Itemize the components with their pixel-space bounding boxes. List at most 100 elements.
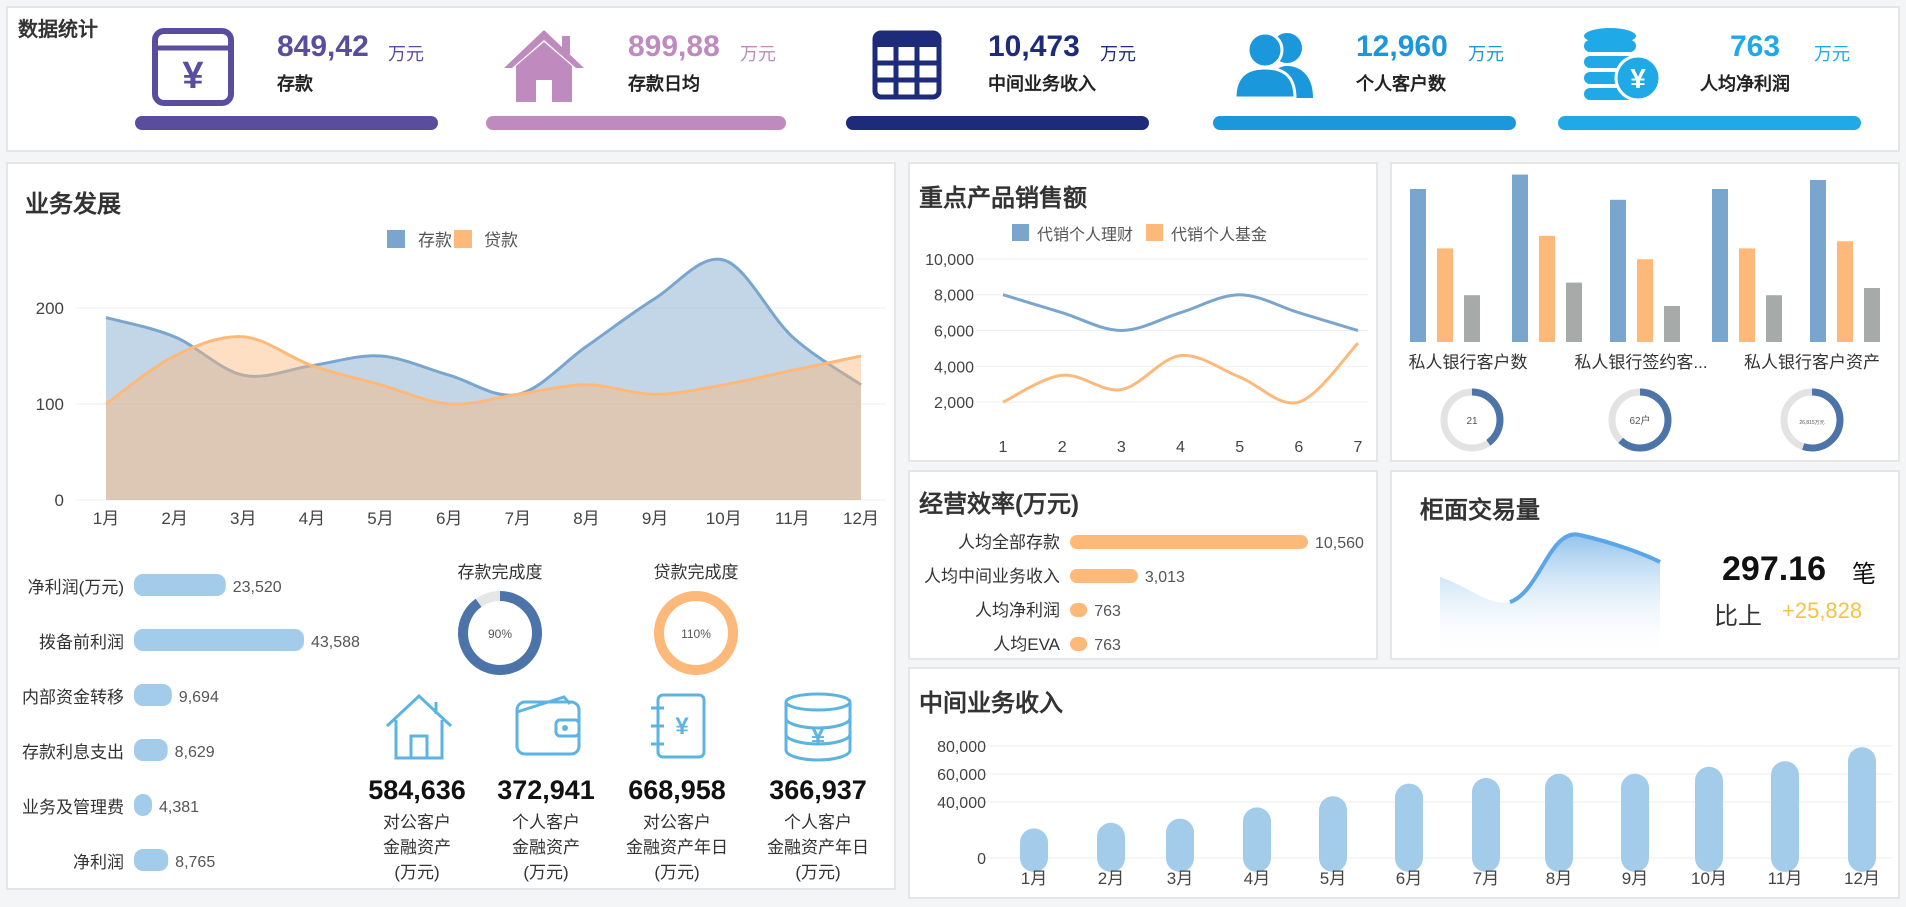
legend-loan-swatch — [454, 230, 472, 248]
x-tick-label: 1月 — [1021, 869, 1047, 888]
profit-bar — [134, 629, 304, 651]
efficiency-title: 经营效率(万元) — [919, 491, 1079, 518]
kpi-customers-label: 个人客户数 — [1356, 74, 1446, 94]
y-tick-label: 4,000 — [934, 359, 974, 376]
x-tick-label: 4月 — [299, 509, 325, 528]
private-bank-bar — [1739, 248, 1755, 342]
y-tick-label: 80,000 — [937, 739, 986, 756]
donut-progress — [458, 591, 542, 675]
x-tick-label: 5月 — [367, 509, 393, 528]
asset-value-3: 668,958 — [628, 775, 726, 805]
mid-income-bar-chart: 0 40,000 60,000 80,000 1月 2月 3月 4月 5月 6月 7月 8月 9月 10月… — [937, 739, 1893, 888]
business-panel: 业务发展 — [6, 162, 896, 890]
donut-progress — [654, 591, 738, 675]
y-tick-label: 0 — [977, 851, 986, 868]
kpi-customers-unit: 万元 — [1468, 44, 1504, 64]
kpi-mid-income-bar — [846, 116, 1149, 130]
efficiency-value-label: 3,013 — [1145, 569, 1185, 586]
kpi-mid-income-label: 中间业务收入 — [988, 74, 1096, 94]
efficiency-category-label: 人均EVA — [993, 635, 1060, 654]
kpi-profit-unit: 万元 — [1814, 44, 1850, 64]
legend-deposit-label: 存款 — [418, 231, 452, 250]
kpi-deposit-daily-label: 存款日均 — [628, 74, 700, 94]
x-tick-label: 3月 — [1167, 869, 1193, 888]
asset-label-3: 对公客户 金融资产年日 (万元) — [626, 813, 728, 882]
line-loan — [105, 335, 862, 406]
profit-value-label: 4,381 — [159, 799, 199, 816]
efficiency-category-label: 人均全部存款 — [958, 533, 1060, 552]
x-tick-label: 5月 — [1320, 869, 1346, 888]
private-bank-label: 私人银行客户数 — [1409, 353, 1528, 372]
mid-income-title: 中间业务收入 — [919, 690, 1063, 717]
kpi-deposit-label: 存款 — [277, 74, 313, 94]
private-bank-bar — [1766, 295, 1782, 342]
x-tick-label: 6 — [1294, 439, 1303, 456]
legend-wealth-label: 代销个人理财 — [1037, 226, 1133, 244]
ring-progress — [1780, 388, 1844, 452]
efficiency-panel: 经营效率(万元) — [908, 470, 1378, 660]
mid-income-bar — [1472, 778, 1500, 872]
asset-label-4: 个人客户 金融资产年日 (万元) — [767, 813, 869, 882]
x-tick-label: 6月 — [436, 509, 462, 528]
kpi-profit-bar — [1558, 116, 1861, 130]
kpi-mid-income-value: 10,473 — [988, 30, 1080, 63]
x-tick-label: 1 — [999, 439, 1008, 456]
donut-label: 110% — [681, 627, 711, 641]
notebook-icon: ¥ — [651, 693, 706, 759]
x-tick-label: 11月 — [1768, 869, 1803, 888]
ring-progress — [1608, 388, 1672, 452]
legend-fund-label: 代销个人基金 — [1171, 226, 1267, 244]
kpi-deposit-daily-value: 899,88 — [628, 30, 720, 63]
efficiency-value-label: 763 — [1094, 637, 1121, 654]
profit-value-label: 8,629 — [175, 744, 215, 761]
y-tick-label: 200 — [36, 299, 64, 318]
ring-progress — [1440, 388, 1504, 452]
profit-bar — [134, 739, 168, 761]
private-bank-bar — [1610, 199, 1626, 342]
profit-category-label: 净利润 — [73, 853, 124, 872]
kpi-deposit-daily-bar — [486, 116, 786, 130]
x-tick-label: 7月 — [505, 509, 531, 528]
asset-value-1: 584,636 — [368, 775, 466, 805]
efficiency-category-label: 人均中间业务收入 — [924, 567, 1060, 586]
private-bank-bar — [1712, 189, 1728, 342]
mid-income-bar — [1695, 766, 1723, 872]
x-tick-label: 10月 — [1691, 869, 1727, 888]
ring-label: 26,815万元 — [1799, 420, 1824, 426]
svg-text:¥: ¥ — [811, 721, 826, 751]
y-tick-label: 2,000 — [934, 395, 974, 412]
x-tick-label: 11月 — [775, 509, 810, 528]
x-tick-label: 7月 — [1473, 869, 1499, 888]
counter-sparkline — [1440, 532, 1661, 657]
efficiency-category-label: 人均净利润 — [975, 601, 1060, 620]
business-title: 业务发展 — [25, 191, 121, 218]
kpi-deposit-bar — [135, 116, 438, 130]
y-tick-label: 60,000 — [937, 767, 986, 784]
x-tick-label: 6月 — [1396, 869, 1422, 888]
counter-title: 柜面交易量 — [1420, 497, 1540, 524]
legend-loan-label: 贷款 — [484, 231, 518, 250]
series-line — [1002, 341, 1360, 405]
x-tick-label: 2 — [1058, 439, 1067, 456]
profit-category-label: 业务及管理费 — [22, 798, 124, 817]
counter-compare-label: 比上 — [1714, 603, 1762, 630]
deposit-completion-title: 存款完成度 — [457, 563, 543, 582]
private-bank-label: 私人银行客户资产 — [1744, 353, 1880, 372]
mid-income-bar — [1771, 761, 1799, 872]
profit-bar — [134, 684, 172, 706]
asset-value-2: 372,941 — [497, 775, 595, 805]
kpi-deposit-value: 849,42 — [277, 30, 369, 63]
series-line — [1002, 293, 1359, 333]
products-line-chart: 代销个人理财 代销个人基金 2,000 4,000 6,000 8,000 10,000 1 2… — [925, 224, 1368, 456]
private-bank-bar — [1664, 306, 1680, 342]
efficiency-bar — [1070, 569, 1138, 583]
profit-bar — [134, 849, 169, 871]
private-bank-chart: 私人银行客户数 私人银行签约客... 私人银行客户资产 21 62户 26,815万元 — [1409, 174, 1880, 452]
profit-value-label: 23,520 — [233, 579, 282, 596]
kpi-customers-value: 12,960 — [1356, 30, 1448, 63]
counter-compare-value: +25,828 — [1782, 598, 1863, 623]
x-tick-label: 2月 — [161, 509, 187, 528]
loan-completion-title: 贷款完成度 — [653, 563, 739, 582]
profit-bar-chart: 净利润(万元) 23,520 拨备前利润 43,588 内部资金转移 9,694 存款利息支… — [22, 574, 360, 872]
legend-deposit-swatch — [387, 230, 405, 248]
